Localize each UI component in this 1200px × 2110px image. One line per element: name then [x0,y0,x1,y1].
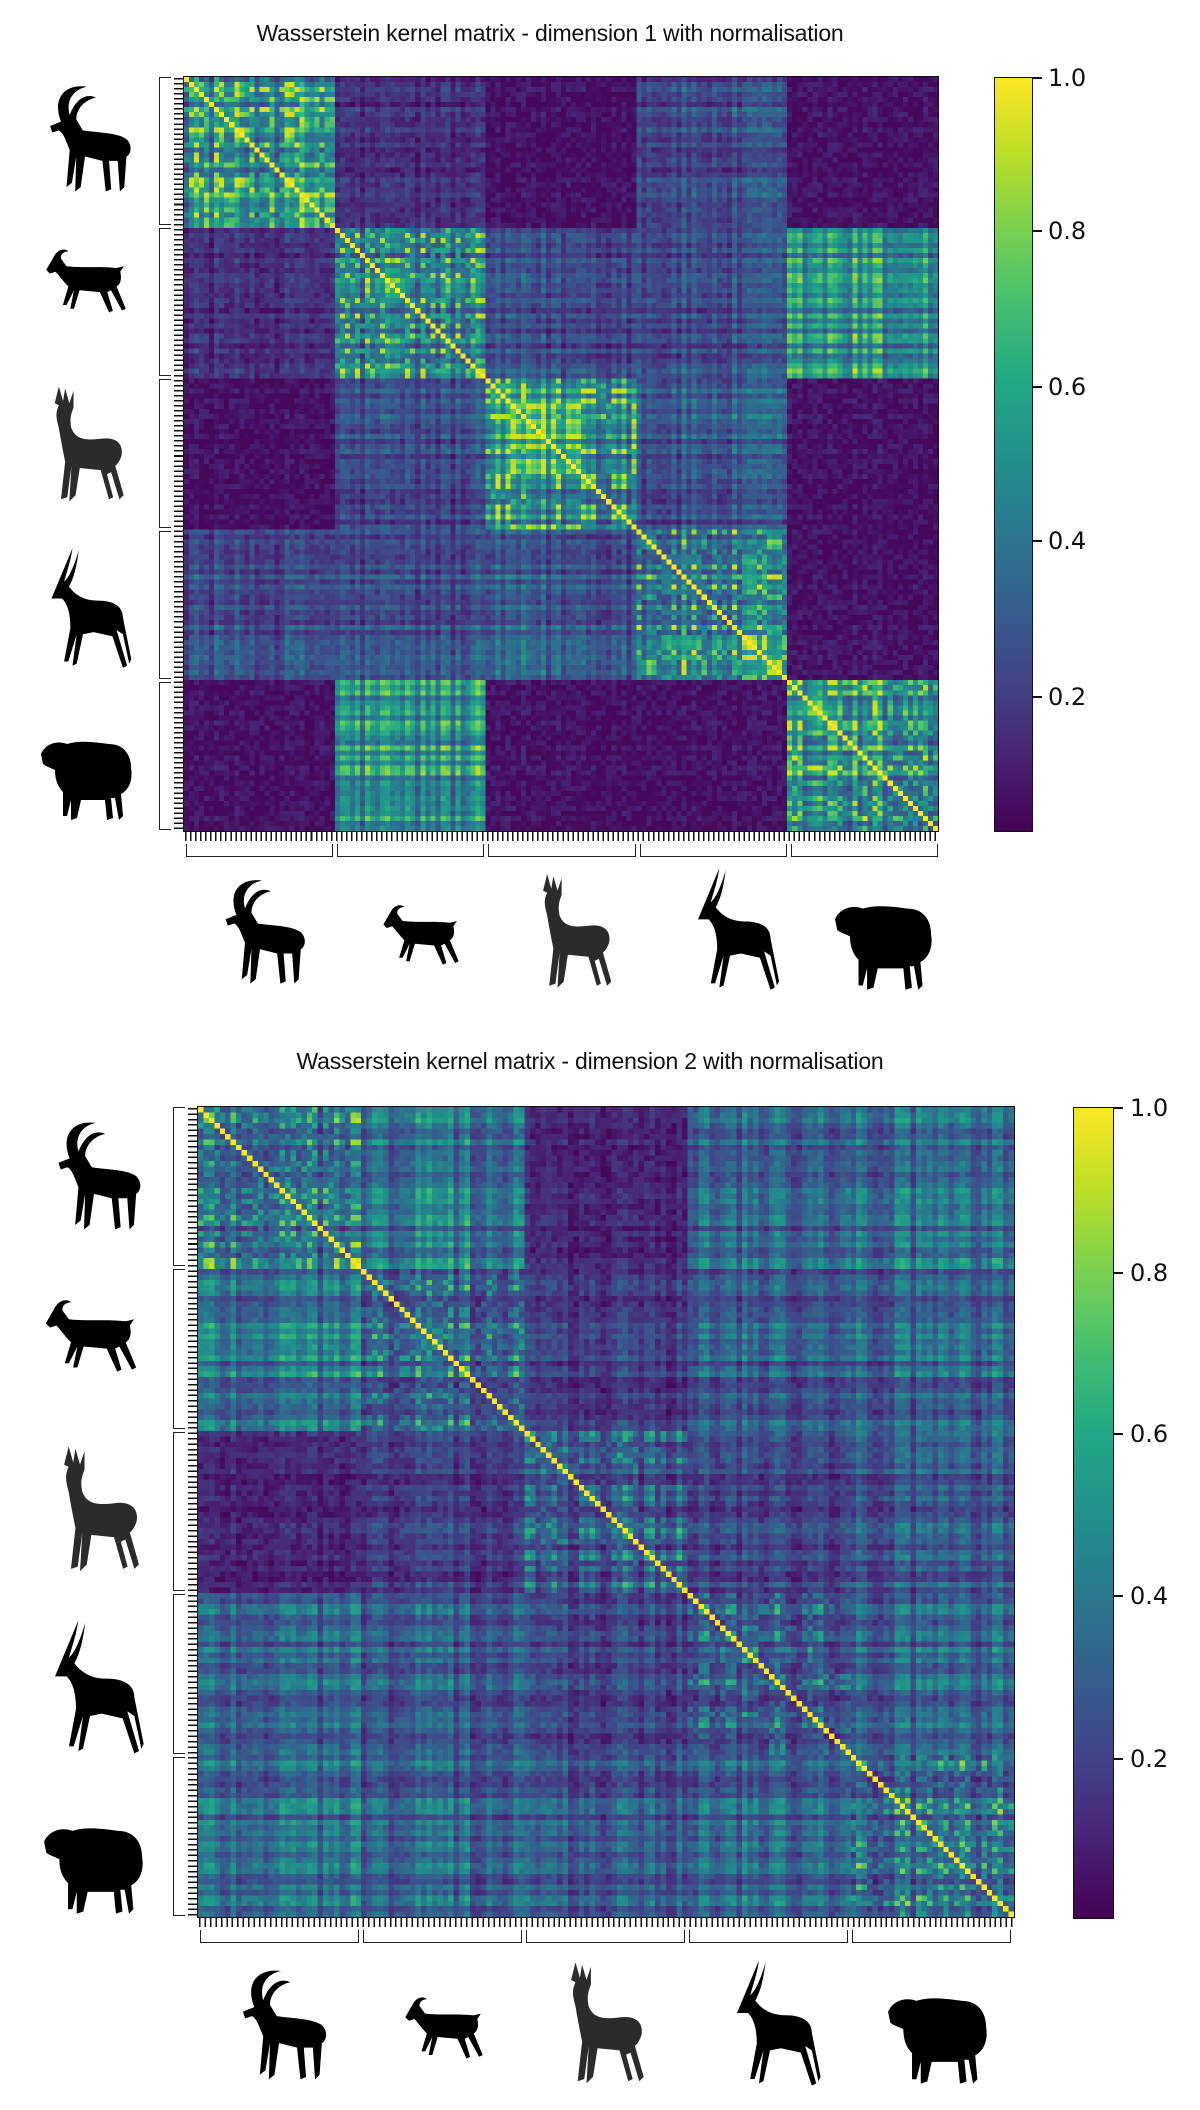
panel-dimension-2: Wasserstein kernel matrix - dimension 2 … [0,1010,1200,2110]
colorbar-tick [1114,1595,1123,1597]
antelope-silhouette-icon [708,1958,832,2090]
colorbar-tick [1114,1107,1123,1109]
group-bracket [173,1107,185,1267]
ibex-silhouette-icon [38,1114,150,1236]
y-axis-ticks [174,78,183,831]
group-bracket [159,77,171,226]
y-axis-ticks [188,1108,197,1917]
colorbar-tick [1114,1758,1123,1760]
x-axis-ticks [199,1918,1014,1927]
group-bracket [337,844,485,857]
group-bracket [159,530,171,679]
ibex-silhouette-icon [206,872,314,990]
group-bracket [200,1930,359,1943]
sheep-silhouette-icon [30,1820,154,1918]
sheep-silhouette-icon [826,898,938,994]
group-bracket [159,379,171,528]
ibex-silhouette-icon [30,78,140,198]
group-bracket [173,1594,185,1754]
sheep-silhouette-icon [878,1990,994,2088]
goat-silhouette-icon [388,1992,500,2064]
colorbar-label: 1.0 [1130,1094,1169,1122]
gazelle-silhouette-icon [524,870,622,994]
group-bracket [159,681,171,830]
colorbar-label: 0.8 [1130,1259,1169,1287]
chart-title: Wasserstein kernel matrix - dimension 1 … [256,20,844,46]
colorbar-label: 0.2 [1048,683,1087,711]
colorbar-label: 1.0 [1048,64,1087,92]
goat-silhouette-icon [32,1294,150,1378]
goat-silhouette-icon [30,244,142,318]
colorbar-label: 0.6 [1130,1420,1169,1448]
colorbar-label: 0.4 [1048,527,1087,555]
colorbar-tick [1033,540,1042,542]
colorbar-tick [1033,230,1042,232]
colorbar-label: 0.8 [1048,217,1087,245]
goat-silhouette-icon [366,900,476,970]
colorbar [994,77,1033,832]
gazelle-silhouette-icon [552,1958,654,2090]
group-bracket [173,1431,185,1592]
gazelle-silhouette-icon [46,1442,148,1578]
colorbar-label: 0.2 [1130,1745,1169,1773]
colorbar-tick [1033,77,1042,79]
group-bracket [488,844,636,857]
ibex-silhouette-icon [222,1962,336,2086]
panel-dimension-1: Wasserstein kernel matrix - dimension 1 … [0,0,1200,1010]
heatmap-matrix [197,1106,1015,1918]
group-bracket [639,844,787,857]
group-bracket [852,1930,1011,1943]
group-bracket [526,1930,685,1943]
antelope-silhouette-icon [668,866,792,994]
group-bracket [173,1756,185,1916]
sheep-silhouette-icon [30,734,140,824]
chart-title: Wasserstein kernel matrix - dimension 2 … [296,1048,884,1074]
gazelle-silhouette-icon [38,382,132,508]
colorbar [1073,1107,1114,1919]
colorbar-tick [1114,1272,1123,1274]
x-axis-ticks [185,832,938,841]
antelope-silhouette-icon [26,1618,154,1758]
group-bracket [689,1930,848,1943]
group-bracket [159,228,171,377]
heatmap-matrix [183,76,939,832]
group-bracket [363,1930,522,1943]
antelope-silhouette-icon [24,546,142,672]
colorbar-label: 0.4 [1130,1582,1169,1610]
group-bracket [173,1269,185,1429]
colorbar-label: 0.6 [1048,373,1087,401]
group-bracket [790,844,938,857]
colorbar-tick [1033,696,1042,698]
colorbar-tick [1114,1433,1123,1435]
colorbar-tick [1033,386,1042,388]
group-bracket [186,844,334,857]
